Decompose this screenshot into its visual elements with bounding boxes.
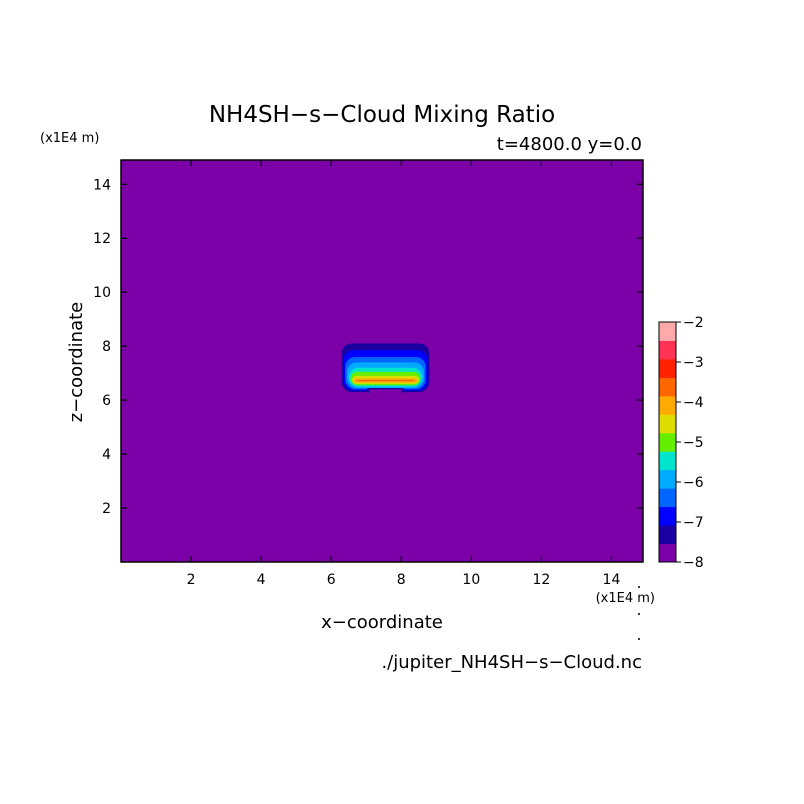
colorbar-segment: [659, 451, 676, 471]
plot-frame: [120, 159, 644, 563]
x-axis-label: x−coordinate: [321, 612, 443, 633]
y-tick-label: 4: [102, 447, 111, 463]
colorbar-segment: [659, 395, 676, 415]
x-tick-label: 4: [257, 572, 266, 588]
y-tick-label: 12: [93, 231, 111, 247]
x-tick-label: 6: [327, 572, 336, 588]
colorbar-segment: [659, 469, 676, 489]
colorbar-segment: [659, 506, 676, 526]
corner-dot: [638, 586, 640, 588]
y-tick-label: 2: [102, 501, 111, 517]
y-tick-label: 8: [102, 339, 111, 355]
colorbar-segment: [659, 414, 676, 434]
colorbar-segment: [659, 358, 676, 378]
colorbar-tick-label: −3: [683, 355, 704, 371]
x-tick-label: 12: [532, 572, 550, 588]
colorbar-segment: [659, 432, 676, 452]
y-unit-label: (x1E4 m): [40, 131, 99, 146]
colorbar-tick-label: −4: [683, 395, 704, 411]
chart-title: NH4SH−s−Cloud Mixing Ratio: [209, 102, 555, 128]
colorbar-segment: [659, 525, 676, 545]
cloud-contour-band: [357, 379, 414, 382]
corner-dot: [638, 613, 640, 615]
colorbar-segment: [659, 322, 676, 341]
y-tick-label: 10: [93, 285, 111, 301]
y-tick-label: 14: [93, 177, 111, 193]
corner-dot: [638, 638, 640, 640]
colorbar-segment: [659, 488, 676, 508]
source-file-label: ./jupiter_NH4SH−s−Cloud.nc: [381, 652, 642, 673]
colorbar-tick-label: −8: [683, 555, 704, 571]
cloud-notch: [369, 389, 402, 395]
x-unit-label: (x1E4 m): [596, 591, 655, 606]
x-tick-label: 8: [397, 572, 406, 588]
colorbar-tick-label: −6: [683, 475, 704, 491]
colorbar-segment: [659, 543, 676, 563]
chart-subtitle: t=4800.0 y=0.0: [497, 134, 642, 155]
x-tick-label: 14: [603, 572, 621, 588]
colorbar-segment: [659, 340, 676, 360]
x-tick-label: 10: [462, 572, 480, 588]
colorbar-tick-label: −7: [683, 515, 704, 531]
colorbar-tick-label: −5: [683, 435, 704, 451]
x-tick-label: 2: [187, 572, 196, 588]
colorbar-tick-label: −2: [683, 315, 704, 331]
y-tick-label: 6: [102, 393, 111, 409]
y-axis-label: z−coordinate: [66, 302, 87, 423]
colorbar-segment: [659, 377, 676, 397]
